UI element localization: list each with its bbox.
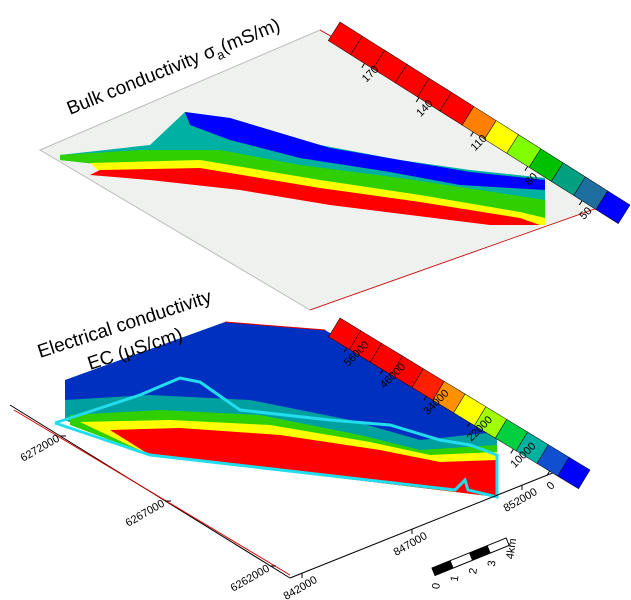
scale-label: 2 xyxy=(467,567,480,575)
scale-label: 3 xyxy=(486,560,499,568)
scale-segment xyxy=(469,546,491,561)
tick-label: 842000 xyxy=(282,574,320,600)
tick-label: 6262000 xyxy=(229,563,272,595)
tick-label: 847000 xyxy=(392,530,430,559)
scale-label: 0 xyxy=(430,582,443,590)
colorbar-label: 0 xyxy=(545,480,558,493)
colorbar-tick xyxy=(511,449,514,453)
tick-label: 6272000 xyxy=(19,433,62,465)
tick-label: 852000 xyxy=(502,486,540,515)
tick-label: 6267000 xyxy=(124,498,167,530)
scale-segment xyxy=(432,561,454,576)
scale-label: 1 xyxy=(449,575,462,583)
figure: Bulk conductivity σa(mS/m) Electrical co… xyxy=(0,0,631,600)
scale-label: 4km xyxy=(504,538,519,560)
page: {"top_panel": {"title": "Bulk conductivi… xyxy=(0,0,631,600)
